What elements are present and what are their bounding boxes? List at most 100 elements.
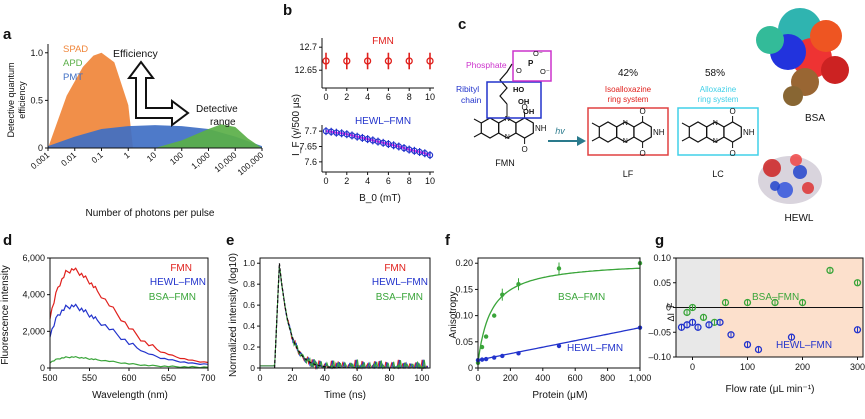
b-bot-xtick: 6 (386, 176, 391, 186)
x-tick-label: 0.01 (59, 150, 78, 168)
b-bot-xtick: 10 (425, 176, 435, 186)
lc-ring-1 (688, 121, 708, 143)
spectrum-line (49, 303, 209, 366)
b-bot-label: HEWL–FMN (355, 116, 411, 127)
y-tick-label: 2,000 (22, 326, 45, 336)
label-iso-ring: ring system (608, 95, 649, 104)
data-point (705, 321, 713, 329)
atom-n: N (713, 120, 718, 127)
legend-bsa: BSA–FMN (558, 292, 605, 303)
atom-oh: OH (523, 107, 534, 116)
y-tick-label: 0.8 (243, 279, 255, 289)
b-top-xtick: 0 (323, 92, 328, 102)
methyl-bond (681, 136, 690, 142)
x-tick-label: 0 (690, 362, 695, 372)
hewl-blob (763, 159, 781, 177)
x-tick-label: 100,000 (235, 150, 265, 178)
label-pct-lf: 42% (618, 68, 638, 79)
y-tick-label: 0.20 (455, 258, 473, 268)
y-axis-label: Normalized intensity (log10) (228, 253, 239, 377)
label-lc: LC (712, 169, 724, 179)
y-axis-label: efficiency (17, 81, 27, 119)
label-fmn: FMN (495, 158, 515, 168)
x-tick-label: 600 (121, 373, 136, 383)
data-point (556, 266, 562, 271)
atom-oh: OH (518, 97, 529, 106)
y-axis-label: Detective quantum (6, 62, 16, 137)
y-axis-label: Fluorescence intensity (0, 265, 11, 365)
annotation-efficiency: Efficiency (113, 48, 158, 60)
panel-letter-c: c (458, 16, 467, 33)
b-bot-xtick: 8 (407, 176, 412, 186)
b-top-xtick: 10 (425, 92, 435, 102)
data-point (683, 308, 691, 317)
atom-o: O (639, 107, 645, 116)
y-tick-label: 0 (666, 303, 671, 313)
data-point (322, 57, 330, 65)
y-tick-label: 0 (38, 143, 43, 153)
x-tick-label: 100 (414, 373, 429, 383)
y-tick-label: 4,000 (22, 290, 45, 300)
x-axis-label: Flow rate (μL min⁻¹) (725, 384, 814, 395)
b-bot-ytick: 7.7 (304, 126, 317, 136)
ribityl-chain (499, 63, 513, 105)
x-tick-label: 650 (161, 373, 176, 383)
data-point (516, 281, 521, 287)
data-point (500, 292, 505, 297)
bsa-blob (810, 20, 842, 52)
y-tick-label: 0 (250, 363, 255, 373)
label-hewl: HEWL (785, 213, 814, 224)
hewl-blob (790, 154, 802, 166)
x-tick-label: 1,000 (629, 373, 652, 383)
y-tick-label: 6,000 (22, 253, 45, 263)
data-point (479, 344, 485, 350)
lc-ring-3 (723, 121, 742, 143)
data-point (363, 57, 372, 65)
x-tick-label: 100 (740, 362, 755, 372)
legend-bsa: BSA–FMN (376, 292, 423, 303)
methyl-bond (591, 136, 600, 142)
y-tick-label: 1.0 (243, 258, 255, 268)
x-tick-label: 40 (320, 373, 330, 383)
x-tick-label: 10 (145, 150, 159, 164)
fmn-ring-3 (515, 117, 534, 139)
panel-letter-f: f (445, 232, 450, 249)
y-tick-label: 0.05 (653, 278, 671, 288)
data-point (798, 298, 807, 307)
plot-frame (477, 257, 641, 369)
b-top-xtick: 4 (365, 92, 370, 102)
x-tick-label: 1,000 (189, 150, 212, 172)
data-point (743, 298, 752, 307)
data-point (483, 334, 489, 339)
atom-nh: NH (743, 128, 755, 137)
methyl-bond (473, 118, 482, 124)
lf-box (587, 107, 669, 156)
area-apd (155, 124, 262, 148)
y-tick-label: 0.15 (455, 284, 473, 294)
data-point (688, 318, 697, 327)
x-tick-label: 400 (535, 373, 550, 383)
x-tick-label: 60 (352, 373, 362, 383)
phosphate-box (512, 50, 552, 82)
label-alloxazine: Alloxazine (700, 85, 737, 94)
data-point (384, 57, 393, 65)
atom-o: O (521, 103, 527, 112)
x-axis-label: Number of photons per pulse (86, 208, 215, 219)
bsa-blob (756, 26, 784, 54)
legend-bsa: BSA–FMN (149, 292, 196, 303)
atom-n: N (713, 138, 718, 145)
data-point (483, 356, 489, 362)
bsa-fit-line (477, 267, 641, 363)
data-point (343, 57, 351, 65)
b-top-ytick: 12.65 (294, 65, 317, 75)
data-point (721, 298, 730, 307)
data-point (556, 343, 562, 349)
reaction-arrowhead (577, 136, 586, 146)
y-axis-label: ΔI_F (666, 302, 676, 322)
data-point (426, 151, 434, 159)
methyl-bond (591, 122, 600, 128)
legend-pmt: PMT (63, 72, 83, 83)
bsa-blob (783, 86, 803, 106)
b-top-xtick: 6 (386, 92, 391, 102)
